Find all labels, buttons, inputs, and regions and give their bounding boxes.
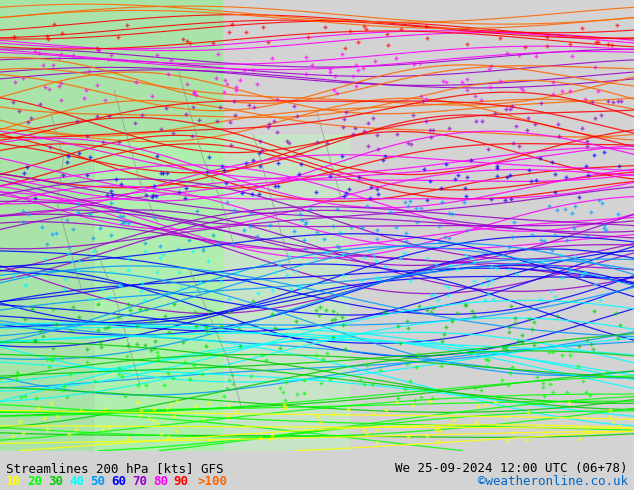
Polygon shape — [0, 0, 222, 451]
Polygon shape — [95, 135, 349, 451]
Text: 50: 50 — [90, 475, 105, 488]
Text: 90: 90 — [174, 475, 189, 488]
Text: 70: 70 — [132, 475, 147, 488]
Text: 30: 30 — [48, 475, 63, 488]
Text: Streamlines 200 hPa [kts] GFS: Streamlines 200 hPa [kts] GFS — [6, 462, 224, 475]
Text: ©weatheronline.co.uk: ©weatheronline.co.uk — [477, 475, 628, 488]
Text: 20: 20 — [27, 475, 42, 488]
Text: 10: 10 — [6, 475, 22, 488]
Text: 80: 80 — [153, 475, 168, 488]
Text: 40: 40 — [69, 475, 84, 488]
Text: >100: >100 — [198, 475, 228, 488]
Text: We 25-09-2024 12:00 UTC (06+78): We 25-09-2024 12:00 UTC (06+78) — [395, 462, 628, 475]
Text: 60: 60 — [111, 475, 126, 488]
